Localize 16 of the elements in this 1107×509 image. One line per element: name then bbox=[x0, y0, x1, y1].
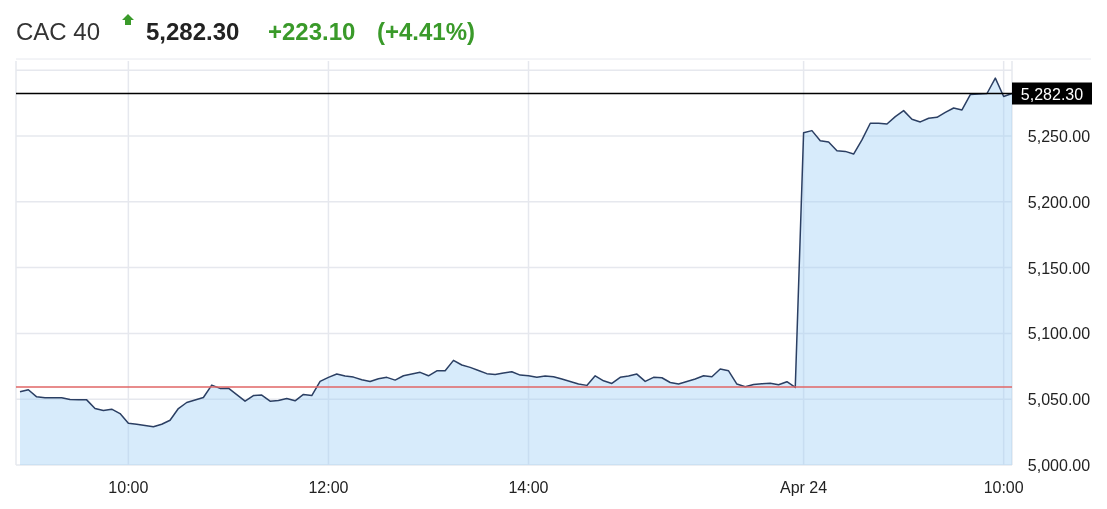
y-tick-label: 5,050.00 bbox=[1027, 391, 1091, 409]
x-tick-label: 10:00 bbox=[983, 479, 1024, 496]
text: 5,282.30 bbox=[146, 18, 240, 45]
ref-line-label: 5,282.30 bbox=[1020, 85, 1084, 103]
text: (+4.41%) bbox=[377, 18, 476, 45]
chart-title: CAC 40 bbox=[16, 18, 101, 45]
x-tick-label: 14:00 bbox=[508, 479, 549, 496]
x-tick-label: 10:00 bbox=[108, 479, 149, 496]
x-tick-label: 12:00 bbox=[308, 479, 349, 496]
y-tick-label: 5,150.00 bbox=[1027, 259, 1091, 277]
y-tick-label: 5,000.00 bbox=[1027, 457, 1091, 474]
text: +223.10 bbox=[268, 18, 356, 45]
x-tick-label: Apr 24 bbox=[780, 479, 828, 496]
y-tick-label: 5,200.00 bbox=[1027, 193, 1091, 211]
y-tick-label: 5,250.00 bbox=[1027, 128, 1091, 146]
y-tick-label: 5,100.00 bbox=[1027, 325, 1091, 343]
